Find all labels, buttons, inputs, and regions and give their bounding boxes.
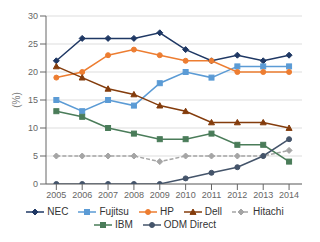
svg-text:2005: 2005 <box>46 190 66 200</box>
svg-text:20: 20 <box>28 67 38 77</box>
svg-text:15: 15 <box>28 95 38 105</box>
svg-text:2012: 2012 <box>227 190 247 200</box>
svg-text:(%): (%) <box>11 92 22 108</box>
svg-text:2007: 2007 <box>98 190 118 200</box>
html-text:Dell: Dell <box>204 206 223 217</box>
svg-text:2011: 2011 <box>202 190 221 200</box>
svg-text:0: 0 <box>33 179 38 189</box>
html-text:HP: HP <box>159 206 174 217</box>
svg-text:30: 30 <box>28 11 38 21</box>
html-text:ODM Direct: ODM Direct <box>163 219 216 230</box>
html-text:Fujitsu: Fujitsu <box>99 206 129 217</box>
svg-text:25: 25 <box>28 39 38 49</box>
svg-text:2013: 2013 <box>253 190 273 200</box>
svg-text:5: 5 <box>33 151 38 161</box>
svg-text:10: 10 <box>28 123 38 133</box>
svg-text:2006: 2006 <box>72 190 92 200</box>
svg-text:2010: 2010 <box>176 190 196 200</box>
html-text:NEC: NEC <box>47 206 69 217</box>
svg-text:2014: 2014 <box>279 190 299 200</box>
svg-text:2009: 2009 <box>150 190 170 200</box>
svg-text:2008: 2008 <box>124 190 144 200</box>
html-text:IBM: IBM <box>115 219 133 230</box>
html-text:Hitachi: Hitachi <box>253 206 284 217</box>
